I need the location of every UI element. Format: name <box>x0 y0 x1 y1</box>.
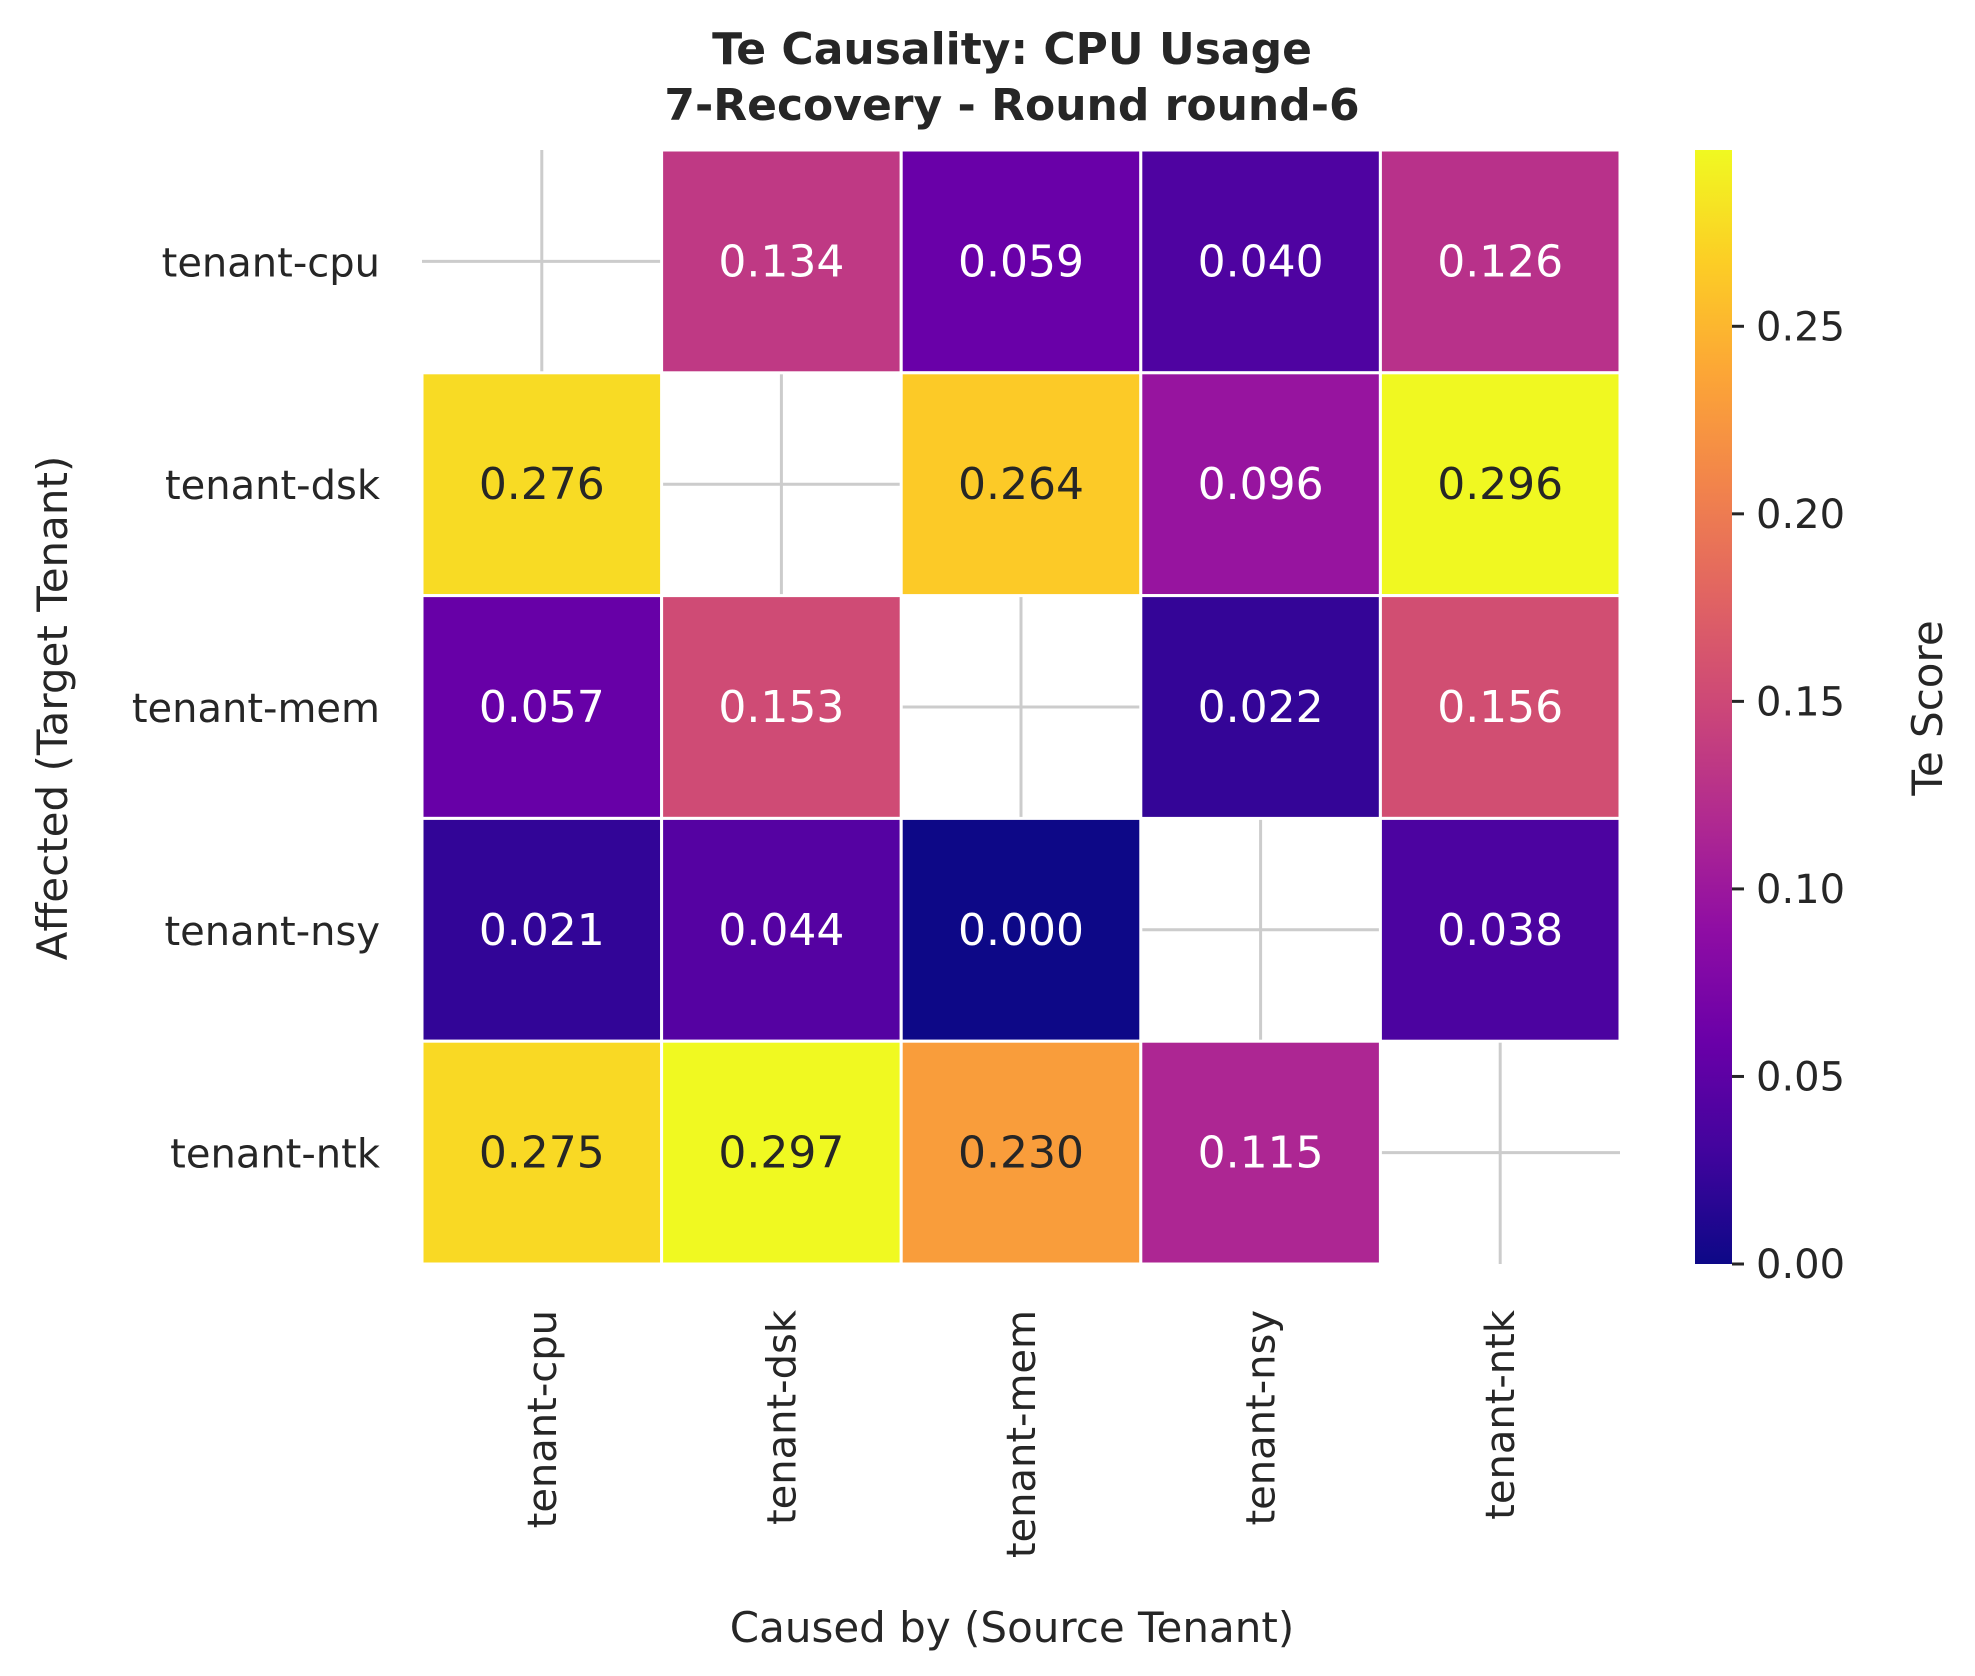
heatmap-cell <box>420 371 664 598</box>
y-tick-label: tenant-nsy <box>165 909 381 955</box>
cell-value-label: 0.276 <box>479 459 605 510</box>
colorbar-tick-label: 0.20 <box>1756 492 1845 538</box>
cell-value-label: 0.126 <box>1437 236 1563 287</box>
y-tick-label: tenant-dsk <box>165 463 381 509</box>
cell-value-label: 0.115 <box>1198 1128 1324 1179</box>
colorbar-tick-label: 0.00 <box>1756 1242 1845 1288</box>
cell-value-label: 0.044 <box>718 905 844 956</box>
heatmap-cell <box>899 371 1143 598</box>
cell-value-label: 0.096 <box>1198 459 1324 510</box>
cell-value-label: 0.153 <box>718 682 844 733</box>
colorbar-tick-label: 0.05 <box>1756 1054 1845 1100</box>
cell-value-label: 0.040 <box>1198 236 1324 287</box>
cell-value-label: 0.297 <box>718 1128 844 1179</box>
colorbar-tick-label: 0.10 <box>1756 867 1845 913</box>
cell-value-label: 0.057 <box>479 682 605 733</box>
y-tick-label: tenant-cpu <box>162 240 380 286</box>
heatmap-cell <box>420 816 664 1043</box>
x-tick-label: tenant-dsk <box>759 1309 805 1525</box>
heatmap-cells <box>420 148 1622 1266</box>
heatmap-cell <box>1139 594 1382 820</box>
x-tick-label: tenant-mem <box>999 1310 1045 1558</box>
heatmap-cell-labels: 0.134 0.059 0.040 0.126 0.276 0.264 0.096 0.296… <box>479 236 1563 1178</box>
cell-value-label: 0.059 <box>958 236 1084 287</box>
y-tick-labels: tenant-cpu tenant-dsk tenant-mem tenant-nsy… <box>132 240 381 1177</box>
cell-value-label: 0.296 <box>1437 459 1563 510</box>
heatmap-cell <box>660 594 903 820</box>
heatmap-cell <box>660 816 903 1043</box>
y-tick-label: tenant-mem <box>132 686 380 732</box>
cell-value-label: 0.000 <box>958 905 1084 956</box>
x-tick-label: tenant-cpu <box>520 1310 566 1528</box>
cell-value-label: 0.134 <box>718 236 844 287</box>
x-axis-label: Caused by (Source Tenant) <box>730 1603 1294 1652</box>
heatmap-cell <box>899 816 1143 1043</box>
y-axis-label: Affected (Target Tenant) <box>28 456 77 961</box>
cell-value-label: 0.022 <box>1198 682 1324 733</box>
colorbar <box>1695 150 1732 1264</box>
heatmap-cell <box>420 594 664 820</box>
cell-value-label: 0.156 <box>1437 682 1563 733</box>
colorbar-tick-label: 0.25 <box>1756 304 1845 350</box>
colorbar-ticks: 0.00 0.05 0.10 0.15 0.20 0.25 <box>1732 304 1845 1288</box>
colorbar-label: Te Score <box>1903 620 1952 796</box>
chart-title-line1: Te Causality: CPU Usage <box>712 24 1312 75</box>
cell-value-label: 0.230 <box>958 1128 1084 1179</box>
cell-value-label: 0.021 <box>479 905 605 956</box>
x-tick-labels: tenant-cpu tenant-dsk tenant-mem tenant-nsy… <box>520 1309 1524 1558</box>
heatmap-cell <box>1139 1039 1382 1266</box>
heatmap-cell <box>899 148 1143 375</box>
cell-value-label: 0.264 <box>958 459 1084 510</box>
cell-value-label: 0.038 <box>1437 905 1563 956</box>
y-tick-label: tenant-ntk <box>170 1132 381 1178</box>
heatmap-cell <box>1378 371 1622 598</box>
chart-title-line2: 7-Recovery - Round round-6 <box>664 80 1359 131</box>
x-tick-label: tenant-nsy <box>1239 1310 1285 1526</box>
heatmap-cell <box>1139 371 1382 598</box>
colorbar-tick-label: 0.15 <box>1756 679 1845 725</box>
heatmap-cell <box>420 1039 664 1266</box>
x-tick-label: tenant-ntk <box>1478 1309 1524 1520</box>
heatmap-cell <box>899 1039 1143 1266</box>
heatmap-cell <box>1378 148 1622 375</box>
heatmap-cell <box>660 1039 903 1266</box>
heatmap-cell <box>1378 594 1622 820</box>
cell-value-label: 0.275 <box>479 1128 605 1179</box>
heatmap-cell <box>1378 816 1622 1043</box>
